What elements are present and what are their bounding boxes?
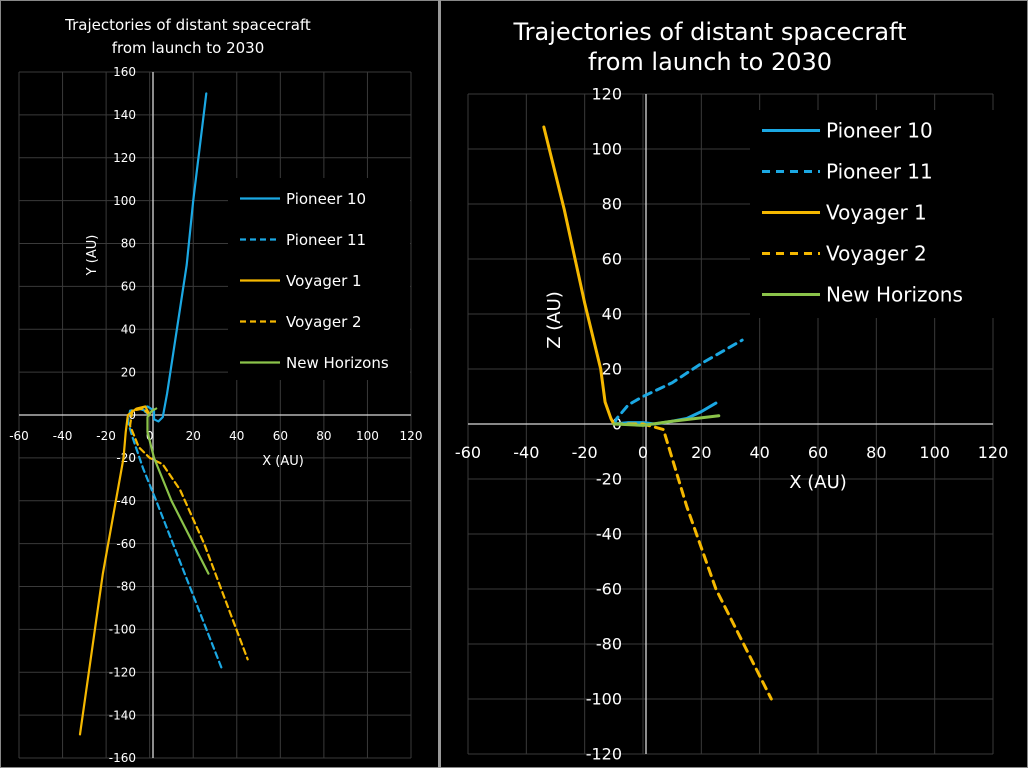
y-tick-label: -160 — [109, 751, 136, 765]
legend-entry: Voyager 2 — [286, 313, 362, 331]
chart-title-line: Trajectories of distant spacecraft — [64, 16, 311, 34]
x-tick-label: 60 — [808, 443, 828, 462]
series-line-pioneer-11 — [612, 338, 744, 426]
legend-entry: Voyager 1 — [826, 201, 927, 225]
y-axis-label: Z (AU) — [544, 291, 565, 349]
y-tick-label: -80 — [116, 580, 136, 594]
x-tick-label: 80 — [866, 443, 886, 462]
y-tick-label: -120 — [586, 745, 622, 764]
series-line-new-horizons — [146, 407, 210, 575]
series-line-voyager-1 — [542, 125, 616, 426]
y-tick-label: -120 — [109, 665, 136, 679]
y-tick-label: -20 — [116, 451, 136, 465]
series-line-voyager-2 — [612, 422, 773, 701]
y-tick-label: 60 — [602, 250, 622, 269]
x-tick-label: -60 — [455, 443, 481, 462]
y-tick-label: 20 — [602, 360, 622, 379]
x-tick-label: -20 — [96, 429, 116, 443]
series-line-voyager-1 — [78, 405, 151, 736]
y-tick-label: 40 — [121, 322, 136, 336]
y-tick-label: 160 — [113, 65, 136, 79]
y-tick-label: -80 — [596, 635, 622, 654]
legend-entry: New Horizons — [826, 283, 963, 307]
y-tick-label: -40 — [596, 525, 622, 544]
y-tick-label: 100 — [113, 194, 136, 208]
y-tick-label: 100 — [591, 140, 622, 159]
y-tick-label: 20 — [121, 365, 136, 379]
x-axis-label: X (AU) — [262, 454, 304, 469]
x-tick-label: 20 — [186, 429, 201, 443]
x-tick-label: -40 — [53, 429, 73, 443]
y-tick-label: 120 — [113, 151, 136, 165]
y-tick-label: -140 — [109, 708, 136, 722]
y-tick-label: -20 — [596, 470, 622, 489]
x-tick-label: 100 — [919, 443, 950, 462]
y-tick-label: 60 — [121, 280, 136, 294]
chart-title-line: Trajectories of distant spacecraft — [512, 18, 906, 46]
x-tick-label: 20 — [691, 443, 711, 462]
legend-entry: Voyager 2 — [826, 242, 927, 266]
series-line-voyager-2 — [128, 407, 249, 661]
chart-title-line: from launch to 2030 — [588, 48, 832, 76]
x-tick-label: -20 — [572, 443, 598, 462]
y-tick-label: -40 — [116, 494, 136, 508]
legend-box — [228, 178, 410, 380]
x-tick-label: 80 — [316, 429, 331, 443]
y-tick-label: 80 — [602, 195, 622, 214]
legend-entry: Pioneer 10 — [826, 119, 933, 143]
y-axis-label: Y (AU) — [85, 235, 100, 277]
y-tick-label: 120 — [591, 85, 622, 104]
legend-entry: Pioneer 11 — [286, 231, 366, 249]
x-axis-label: X (AU) — [789, 472, 847, 493]
y-tick-label: -60 — [596, 580, 622, 599]
series-line-new-horizons — [612, 414, 721, 427]
legend-entry: Pioneer 11 — [826, 160, 933, 184]
x-tick-label: 100 — [356, 429, 379, 443]
x-tick-label: 40 — [229, 429, 244, 443]
x-tick-label: 60 — [273, 429, 288, 443]
chart-title-line: from launch to 2030 — [112, 39, 265, 57]
x-tick-label: 40 — [749, 443, 769, 462]
y-tick-label: -100 — [586, 690, 622, 709]
y-tick-label: -100 — [109, 623, 136, 637]
legend-entry: Pioneer 10 — [286, 190, 366, 208]
x-tick-label: 120 — [978, 443, 1009, 462]
x-tick-label: 0 — [638, 443, 648, 462]
legend-entry: Voyager 1 — [286, 272, 362, 290]
y-tick-label: 140 — [113, 108, 136, 122]
y-tick-label: -60 — [116, 537, 136, 551]
y-tick-label: 80 — [121, 237, 136, 251]
y-tick-label: 40 — [602, 305, 622, 324]
x-tick-label: 120 — [400, 429, 423, 443]
panel-separator — [438, 0, 441, 768]
x-tick-label: -60 — [9, 429, 29, 443]
x-tick-label: -40 — [513, 443, 539, 462]
xy-trajectory-chart: -60 -40 -20 0 20 40 60 80 100 120 -160 -140 -120 -100… — [9, 16, 423, 765]
x-tick-label: 0 — [146, 429, 154, 443]
legend-entry: New Horizons — [286, 354, 389, 372]
